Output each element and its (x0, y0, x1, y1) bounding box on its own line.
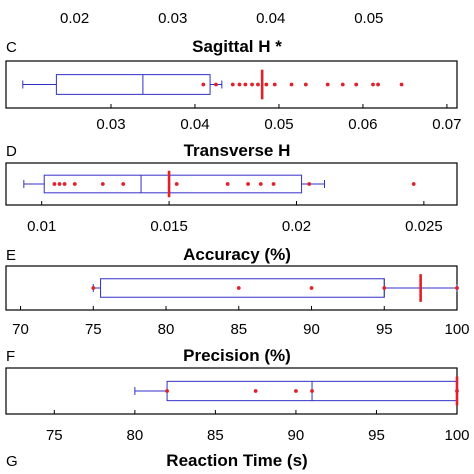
tick-label: 0.025 (405, 218, 443, 235)
tick-label: 75 (46, 427, 63, 444)
tick-label: 90 (303, 321, 320, 338)
box (43, 174, 303, 194)
tick-row-0: 0.02 0.03 0.04 0.05 (60, 10, 383, 27)
tick-label: 100 (444, 427, 469, 444)
panel-letter-c: C (6, 39, 17, 56)
data-point (243, 82, 248, 87)
tick-label: 0.02 (282, 218, 311, 235)
data-point (100, 182, 105, 186)
data-point (325, 82, 330, 87)
plot-frame-f (5, 367, 458, 415)
data-point (340, 82, 345, 87)
data-point (258, 182, 263, 186)
panel-letter-d: D (6, 143, 17, 160)
data-point (264, 82, 269, 87)
data-point (62, 182, 67, 186)
data-point (455, 286, 459, 290)
panel-letter-e: E (6, 247, 16, 264)
tick-label: 0.015 (150, 218, 188, 235)
panel-title-c: Sagittal H * (192, 37, 282, 56)
plot-d (23, 170, 416, 198)
plot-e (91, 274, 459, 302)
tick-label: 85 (230, 321, 247, 338)
plot-frame-d (5, 162, 458, 206)
data-point (246, 182, 250, 186)
panel-title-d: Transverse H (184, 141, 291, 160)
data-point (165, 389, 169, 393)
data-point (309, 286, 314, 290)
tick-label: 0.04 (180, 116, 209, 133)
panel-title-g: Reaction Time (s) (166, 451, 307, 470)
panel-title-f: Precision (%) (183, 346, 291, 365)
data-point (237, 82, 242, 87)
plot-f (134, 376, 459, 406)
data-point (91, 286, 96, 290)
data-point (411, 182, 416, 186)
tick-label: 90 (288, 427, 305, 444)
tick-row-e: 70 75 80 85 90 95 100 (12, 306, 470, 338)
data-point (236, 286, 241, 290)
data-point (214, 82, 218, 87)
data-point (72, 182, 77, 186)
data-point (303, 82, 308, 87)
tick-label: 100 (444, 321, 469, 338)
data-point (250, 82, 254, 87)
tick-row-c: 0.03 0.04 0.05 0.06 0.07 (96, 104, 462, 133)
tick-label: 0.01 (27, 218, 56, 235)
data-point (354, 82, 359, 87)
box (100, 278, 385, 298)
data-point (271, 182, 276, 186)
panel-title-e: Accuracy (%) (183, 245, 291, 264)
data-point (289, 82, 294, 87)
data-point (399, 82, 404, 87)
panel-letter-f: F (6, 348, 15, 365)
data-point (57, 182, 62, 186)
tick-label: 0.05 (264, 116, 293, 133)
box (55, 74, 211, 95)
data-point (307, 182, 312, 186)
tick-label: 0.05 (354, 10, 383, 27)
tick-row-d: 0.01 0.015 0.02 0.025 (27, 201, 443, 235)
data-point (52, 182, 57, 186)
tick-label: 95 (376, 321, 393, 338)
data-point (382, 286, 387, 290)
tick-row-f: 75 80 85 90 95 100 (46, 410, 470, 444)
tick-label: 70 (12, 321, 29, 338)
data-point (294, 389, 298, 393)
tick-label: 80 (127, 427, 144, 444)
plot-frame-c (5, 60, 458, 109)
tick-label: 0.07 (432, 116, 461, 133)
tick-label: 0.03 (96, 116, 125, 133)
data-point (371, 82, 375, 87)
tick-label: 0.06 (348, 116, 377, 133)
data-point (253, 389, 258, 393)
tick-label: 0.04 (256, 10, 285, 27)
data-point (256, 82, 260, 87)
tick-label: 0.02 (60, 10, 89, 27)
data-point (230, 82, 235, 87)
tick-label: 95 (368, 427, 385, 444)
data-point (174, 182, 179, 186)
plot-c (22, 69, 404, 100)
data-point (310, 389, 314, 393)
panel-letter-g: G (6, 453, 18, 470)
data-point (201, 82, 206, 87)
data-point (376, 82, 380, 87)
tick-label: 0.03 (158, 10, 187, 27)
data-point (272, 82, 277, 87)
tick-label: 85 (207, 427, 224, 444)
data-point (121, 182, 126, 186)
data-point (225, 182, 230, 186)
tick-label: 80 (158, 321, 175, 338)
tick-label: 75 (85, 321, 102, 338)
